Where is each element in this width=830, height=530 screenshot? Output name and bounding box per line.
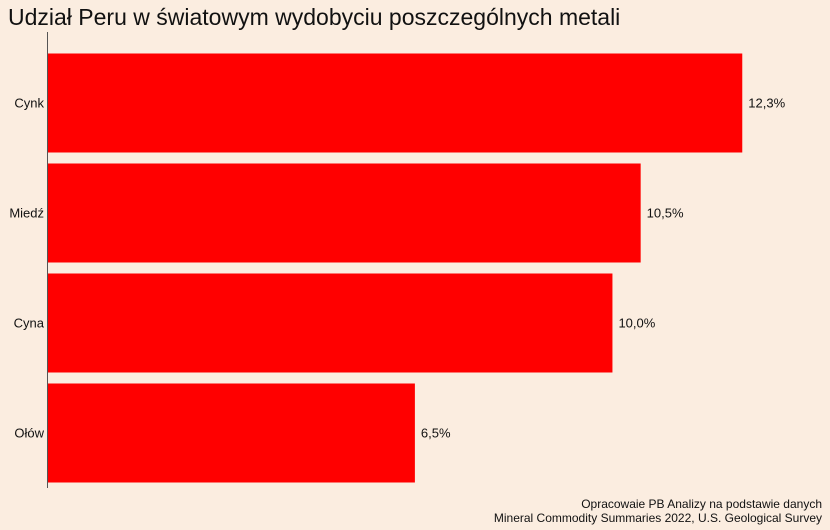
value-label-0: 12,3% — [748, 96, 785, 111]
bar-3 — [48, 383, 415, 483]
bars-layer: Cynk 12,3% Miedź 10,5% Cyna 10,0% Ołów 6,5% — [9, 53, 786, 483]
category-label-3: Ołów — [14, 426, 44, 441]
bar-1 — [48, 163, 641, 263]
bar-0 — [48, 53, 743, 153]
bar-2 — [48, 273, 613, 373]
value-label-1: 10,5% — [647, 206, 684, 221]
category-label-0: Cynk — [14, 96, 44, 111]
chart-title: Udział Peru w światowym wydobyciu poszcz… — [8, 4, 621, 30]
category-label-1: Miedź — [9, 206, 44, 221]
source-line-2: Mineral Commodity Summaries 2022, U.S. G… — [493, 511, 822, 525]
value-label-3: 6,5% — [421, 426, 451, 441]
category-label-2: Cyna — [14, 316, 45, 331]
source-line-1: Opracowaie PB Analizy na podstawie danyc… — [581, 497, 822, 511]
value-label-2: 10,0% — [618, 316, 655, 331]
